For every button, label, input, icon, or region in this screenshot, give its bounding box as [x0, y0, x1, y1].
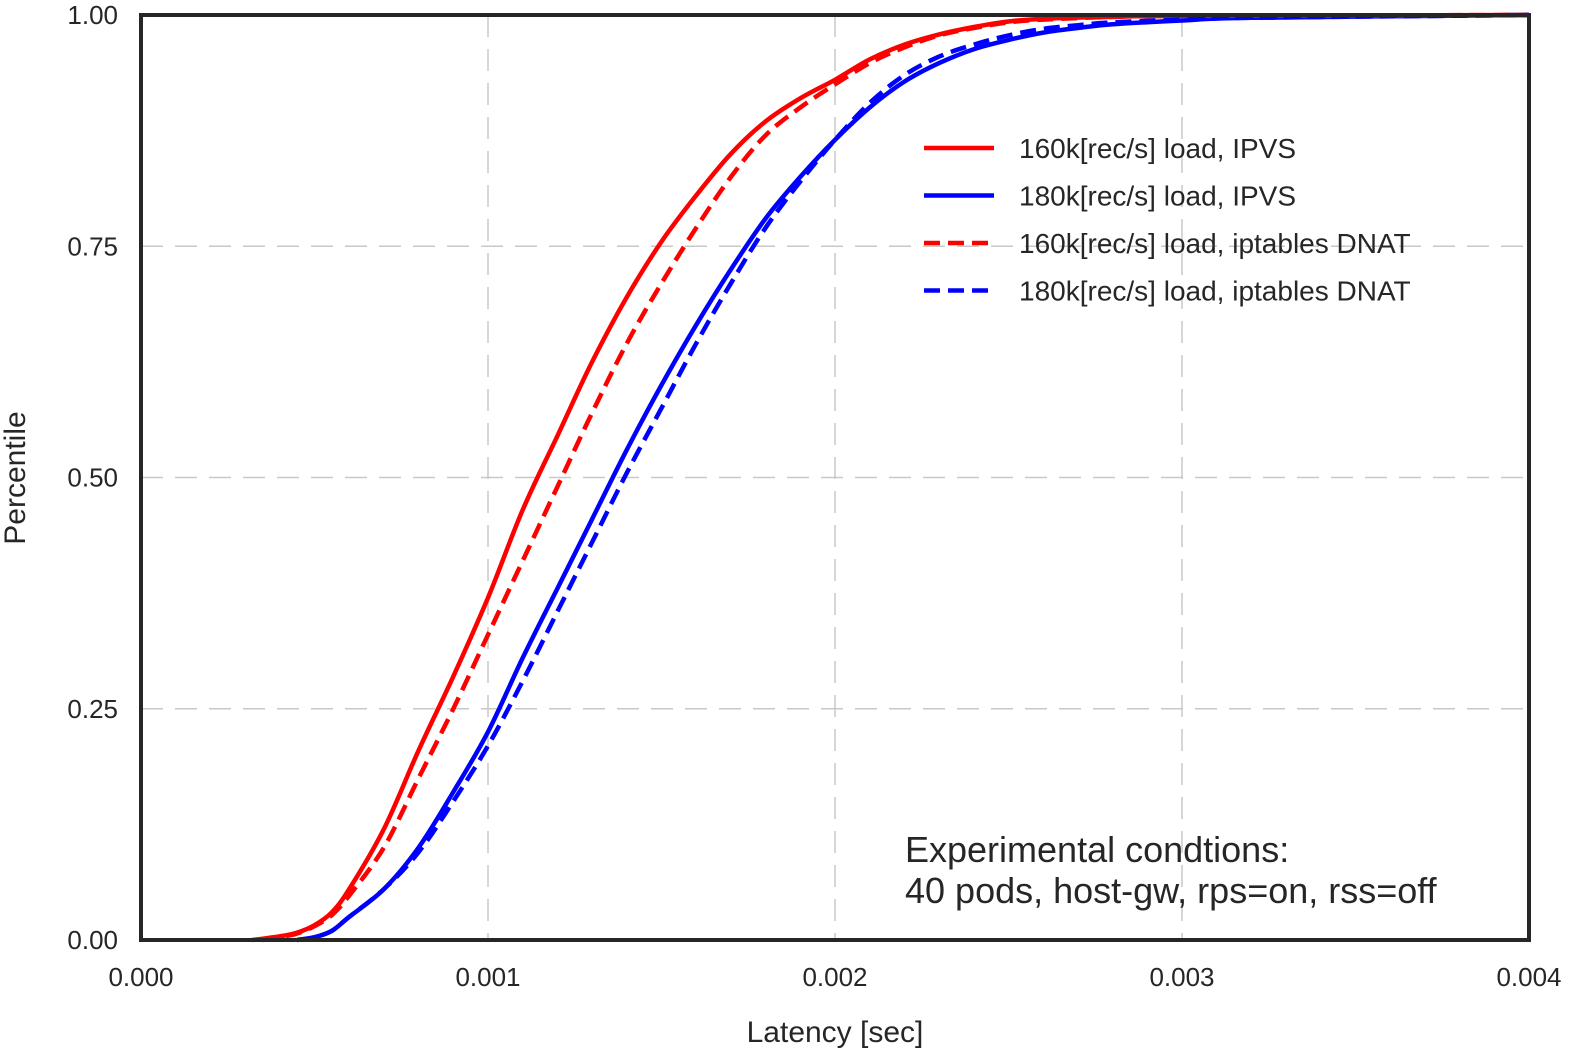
- y-tick-label: 1.00: [67, 0, 118, 30]
- y-tick-label: 0.50: [67, 463, 118, 493]
- legend-label: 180k[rec/s] load, IPVS: [1019, 181, 1296, 212]
- legend-label: 160k[rec/s] load, iptables DNAT: [1019, 228, 1411, 259]
- annotation-line: 40 pods, host-gw, rps=on, rss=off: [905, 870, 1438, 911]
- legend-label: 180k[rec/s] load, iptables DNAT: [1019, 276, 1411, 307]
- y-tick-label: 0.00: [67, 925, 118, 955]
- x-tick-label: 0.002: [802, 962, 867, 992]
- series-lines: [251, 12, 1530, 943]
- x-tick-label: 0.001: [455, 962, 520, 992]
- series-line-4: [296, 12, 1530, 943]
- y-tick-label: 0.75: [67, 231, 118, 261]
- plot-frame: [139, 13, 1531, 942]
- x-tick-labels: 0.000 0.001 0.002 0.003 0.004: [108, 962, 1561, 992]
- legend: 160k[rec/s] load, IPVS 180k[rec/s] load, …: [924, 133, 1411, 307]
- y-tick-labels: 0.00 0.25 0.50 0.75 1.00: [67, 0, 118, 955]
- legend-label: 160k[rec/s] load, IPVS: [1019, 133, 1296, 164]
- grid: [141, 15, 1529, 940]
- y-axis-title: Percentile: [0, 411, 32, 544]
- series-line-3: [262, 12, 1530, 943]
- annotation-line: Experimental condtions:: [905, 829, 1289, 870]
- annotation: Experimental condtions:40 pods, host-gw,…: [905, 829, 1438, 911]
- x-tick-label: 0.004: [1496, 962, 1561, 992]
- x-tick-label: 0.000: [108, 962, 173, 992]
- x-axis-title: Latency [sec]: [747, 1016, 924, 1049]
- y-tick-label: 0.25: [67, 694, 118, 724]
- x-tick-label: 0.003: [1149, 962, 1214, 992]
- series-line-2: [296, 12, 1530, 943]
